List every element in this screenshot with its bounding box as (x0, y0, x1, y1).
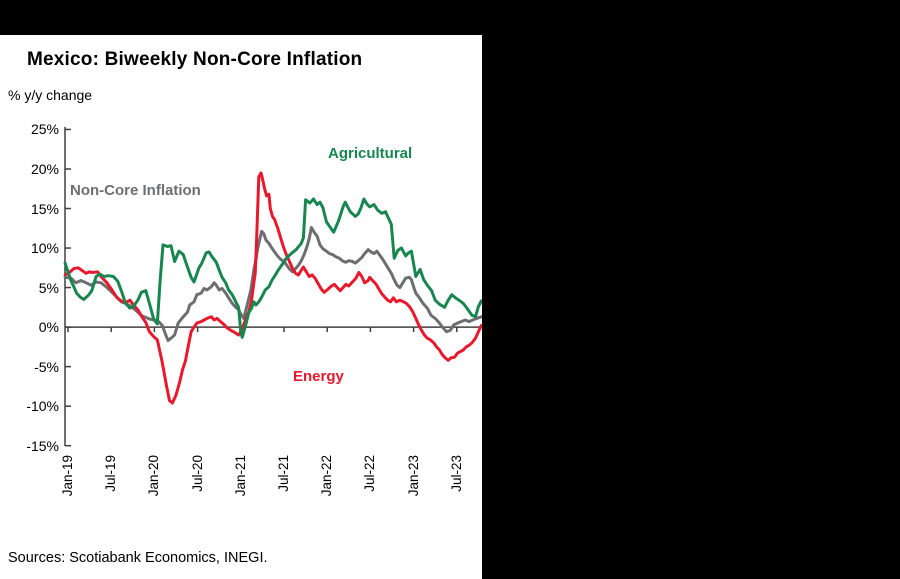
x-tick-label: Jan-20 (146, 455, 162, 497)
y-tick-label: -5% (34, 358, 59, 375)
x-tick-label: Jul-22 (362, 455, 378, 492)
y-tick-label: 20% (30, 160, 59, 177)
y-tick-label: -10% (26, 398, 59, 415)
x-tick-label: Jul-23 (448, 455, 464, 492)
y-tick-label: 5% (38, 279, 59, 296)
chart-canvas (63, 127, 482, 447)
x-tick-label: Jul-19 (103, 455, 119, 492)
x-tick-label: Jul-20 (189, 455, 205, 492)
series-line-energy (63, 171, 482, 405)
x-tick-label: Jan-21 (232, 455, 248, 497)
x-tick-label: Jan-23 (405, 455, 421, 497)
series-label-non-core-inflation: Non-Core Inflation (70, 182, 201, 199)
x-tick-label: Jul-21 (276, 455, 291, 492)
y-tick-label: 15% (30, 200, 59, 217)
y-axis-units-label: % y/y change (8, 87, 93, 103)
x-tick-label: Jan-19 (60, 455, 75, 497)
y-tick-label: 25% (30, 121, 59, 138)
chart-panel: Mexico: Biweekly Non-Core Inflation % y/… (0, 35, 482, 579)
y-tick-label: 10% (30, 240, 59, 257)
y-tick-label: -15% (26, 437, 59, 454)
series-label-agricultural: Agricultural (328, 145, 413, 162)
source-note: Sources: Scotiabank Economics, INEGI. (8, 550, 268, 566)
y-tick-label: 0% (38, 319, 59, 336)
series-label-energy: Energy (293, 368, 344, 385)
x-tick-label: Jan-22 (319, 455, 335, 497)
series-line-agricultural (63, 197, 482, 339)
chart-title: Mexico: Biweekly Non-Core Inflation (27, 49, 363, 70)
